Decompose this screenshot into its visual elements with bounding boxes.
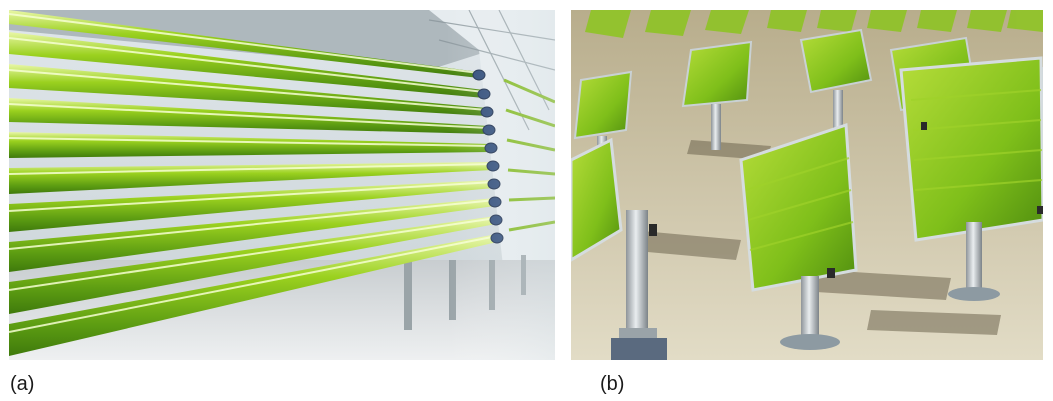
foreground-panel-left — [571, 137, 667, 360]
foreground-panel-center — [739, 122, 858, 350]
foreground-panel-right — [899, 56, 1043, 301]
panel-label-b: (b) — [600, 373, 625, 395]
panel-label-a: (a) — [10, 373, 35, 395]
flat-panel-photobioreactor-image — [571, 10, 1043, 360]
tubular-photobioreactor-image — [9, 10, 555, 360]
photo-tubular-photobioreactor — [9, 10, 555, 360]
photo-flat-panel-photobioreactors — [571, 10, 1043, 360]
